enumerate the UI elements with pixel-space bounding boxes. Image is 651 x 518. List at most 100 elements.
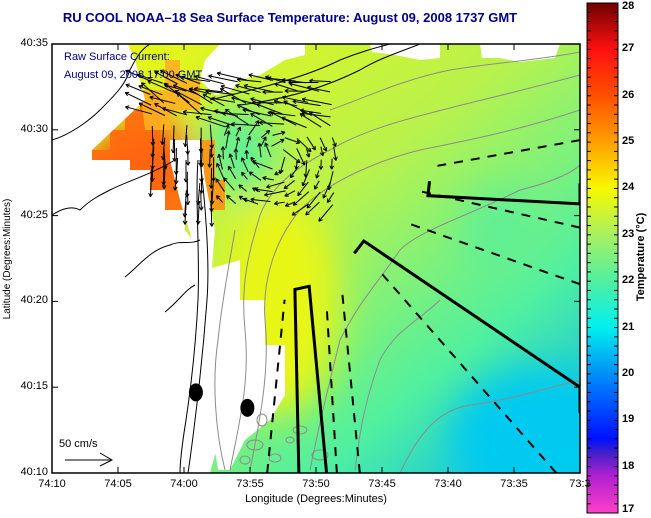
current-arrow	[147, 79, 178, 95]
x-axis-label: Longitude (Degrees:Minutes)	[245, 493, 387, 505]
sampling-box	[426, 181, 580, 206]
current-arrow	[223, 124, 230, 136]
transect-line	[341, 294, 361, 473]
current-arrow	[228, 153, 235, 169]
current-arrow	[235, 126, 242, 137]
current-arrow	[296, 148, 306, 166]
current-arrow	[274, 82, 298, 92]
current-arrow	[260, 130, 271, 139]
depth-contour	[214, 229, 236, 471]
colorbar-tick-label: 22	[622, 274, 635, 287]
current-arrow	[281, 95, 309, 103]
current-arrow	[266, 181, 285, 189]
current-arrow	[172, 84, 199, 96]
coastline-segment	[164, 284, 196, 313]
current-arrow	[262, 89, 283, 95]
coastline	[52, 44, 421, 473]
current-arrow	[125, 105, 153, 115]
current-arrow	[283, 180, 295, 190]
current-arrow	[226, 195, 237, 205]
current-vectors	[124, 69, 338, 227]
colorbar-tick-label: 23	[622, 227, 635, 240]
current-arrow	[242, 107, 272, 117]
coastline-segment	[124, 239, 201, 278]
current-arrow	[240, 157, 249, 172]
current-arrow	[223, 177, 235, 191]
station-marker	[188, 383, 203, 402]
x-tick-label: 74:05	[104, 478, 132, 490]
warm-patches	[90, 60, 225, 210]
current-arrow	[231, 121, 261, 127]
colorbar-tick-label: 27	[622, 42, 635, 55]
current-arrow	[182, 203, 188, 225]
current-arrow	[124, 91, 152, 106]
coastline-segment	[52, 159, 176, 216]
current-arrow	[248, 120, 260, 136]
current-arrow	[264, 190, 286, 197]
current-arrow	[242, 197, 259, 205]
current-arrow	[319, 137, 328, 152]
y-tick-label: 40:25	[20, 208, 48, 221]
current-arrow	[185, 180, 191, 206]
current-arrow	[289, 169, 297, 179]
current-arrow	[248, 171, 262, 181]
current-arrow	[309, 111, 331, 127]
contour-blob	[311, 449, 329, 461]
x-tick-label: 74:10	[38, 478, 66, 490]
warm-patch	[90, 100, 185, 210]
current-arrow	[176, 92, 202, 116]
current-arrow	[296, 137, 312, 153]
current-arrow	[243, 83, 274, 93]
current-arrow	[281, 116, 307, 129]
current-arrow	[274, 169, 284, 176]
current-arrow	[333, 146, 338, 161]
current-arrow	[299, 108, 322, 115]
current-arrow	[195, 115, 226, 128]
depth-contour	[329, 51, 580, 111]
no-data-north-2	[480, 44, 560, 62]
x-tick-label: 74:00	[170, 478, 198, 490]
current-arrow	[227, 165, 237, 180]
current-arrow	[322, 181, 331, 199]
sst-region-south_east	[450, 368, 580, 473]
depth-contour	[399, 379, 580, 473]
current-arrow	[154, 103, 177, 117]
transect-line	[437, 139, 580, 167]
colorbar-bar	[586, 2, 619, 514]
current-arrow	[292, 99, 321, 107]
current-arrow	[208, 74, 238, 83]
y-tick-label: 40:30	[20, 122, 48, 135]
current-arrow	[216, 195, 223, 203]
land-mask-west	[52, 44, 228, 473]
current-arrow	[161, 106, 188, 116]
current-arrow	[272, 130, 286, 136]
current-arrow	[148, 168, 153, 198]
x-tick-label: 73:50	[302, 478, 330, 490]
colorbar-title: Temperature (°C)	[635, 212, 647, 302]
current-arrow	[149, 95, 176, 104]
current-arrow	[314, 180, 320, 190]
current-arrow	[260, 136, 267, 147]
current-arrow	[329, 158, 335, 170]
current-arrow	[180, 75, 211, 83]
colorbar-tick-label: 20	[622, 366, 635, 379]
vector-scale-label: 50 cm/s	[59, 438, 98, 450]
coastline-segment	[52, 44, 151, 141]
depth-contour	[229, 74, 580, 471]
current-arrow	[262, 176, 274, 181]
colorbar-tick-label: 24	[622, 181, 635, 194]
current-arrow	[198, 190, 204, 211]
current-arrow	[284, 88, 307, 94]
contour-blob	[285, 436, 295, 444]
current-arrow	[251, 160, 273, 170]
current-arrow	[284, 190, 296, 197]
contour-blob	[268, 453, 282, 463]
current-arrow	[264, 142, 272, 158]
current-arrow	[271, 138, 285, 147]
sampling-overlays	[65, 139, 580, 473]
current-arrow	[284, 201, 295, 207]
plot-frame	[51, 43, 581, 474]
current-arrow	[292, 191, 310, 206]
station-marker	[240, 398, 255, 417]
